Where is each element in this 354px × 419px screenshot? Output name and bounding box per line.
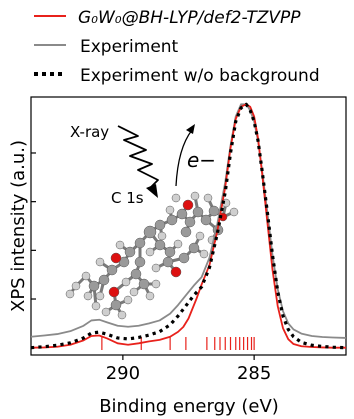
- molecule-atom: [123, 295, 133, 305]
- molecule-atom: [71, 281, 81, 291]
- molecule-atom: [199, 249, 209, 259]
- molecule-atom: [176, 208, 188, 220]
- molecule-atom: [173, 239, 183, 249]
- molecule-atom: [200, 214, 212, 226]
- molecule-atom: [145, 247, 155, 257]
- molecule-atom: [134, 256, 146, 268]
- molecule-atom: [157, 231, 167, 241]
- molecule-image: [65, 191, 239, 320]
- inset-illustration: X-ray e− C 1s: [65, 123, 239, 320]
- molecule-atom: [171, 193, 181, 203]
- molecule-atom: [164, 246, 176, 258]
- molecule-atom: [192, 206, 204, 218]
- series-line-experiment-nobg: [30, 102, 347, 350]
- molecule-atom: [154, 219, 166, 231]
- legend: G₀W₀@BH-LYP/def2-TZVPP Experiment Experi…: [34, 8, 320, 86]
- molecule-atom: [83, 291, 93, 301]
- molecule-atom: [154, 239, 166, 251]
- x-tick-label: 285: [237, 363, 271, 384]
- molecule-atom: [117, 310, 127, 320]
- electron-arrow-icon: [175, 129, 193, 187]
- xray-label: X-ray: [70, 123, 109, 141]
- molecule-atom: [178, 252, 190, 264]
- molecule-atom: [95, 257, 105, 267]
- molecule-atom: [110, 252, 122, 264]
- electron-label: e−: [187, 148, 216, 172]
- molecule-atom: [101, 307, 111, 317]
- molecule-atom: [110, 299, 122, 311]
- molecule-atom: [165, 205, 175, 215]
- x-axis-label: Binding energy (eV): [99, 396, 279, 417]
- xray-arrowhead-icon: [146, 184, 158, 198]
- molecule-atom: [182, 199, 194, 211]
- series-group: [30, 102, 347, 350]
- core-level-label: C 1s: [111, 189, 144, 207]
- molecule-atom: [229, 207, 239, 217]
- molecule-atom: [134, 237, 146, 249]
- molecule-atom: [88, 280, 100, 292]
- legend-label-nobg: Experiment w/o background: [80, 66, 320, 86]
- molecule-atom: [180, 226, 192, 238]
- molecule-atom: [115, 240, 125, 250]
- xray-wave-icon: [117, 125, 159, 189]
- electron-arrowhead-icon: [186, 124, 195, 134]
- series-line-experiment: [30, 103, 347, 339]
- stick-marks: [101, 337, 255, 350]
- plot-frame: [30, 96, 347, 356]
- molecule-atom: [121, 277, 131, 287]
- molecule-atom: [184, 216, 196, 228]
- legend-label-theory-text: G₀W₀@BH-LYP/def2-TZVPP: [78, 8, 301, 28]
- molecule-atom: [188, 242, 200, 254]
- molecule-atom: [151, 279, 161, 289]
- molecule-atom: [151, 263, 161, 273]
- molecule-atom: [81, 271, 91, 281]
- molecule-atom: [138, 278, 150, 290]
- molecule-atom: [143, 225, 157, 239]
- legend-label-experiment: Experiment: [80, 37, 179, 57]
- molecule-atom: [208, 205, 220, 217]
- x-tick-label: 290: [106, 363, 140, 384]
- molecule-atom: [145, 291, 155, 301]
- molecule-atom: [129, 287, 139, 297]
- x-ticks: 290 285: [106, 355, 271, 384]
- legend-label-theory: G₀W₀@BH-LYP/def2-TZVPP: [78, 8, 301, 28]
- molecule-atom: [98, 274, 110, 286]
- molecule-atom: [65, 289, 75, 299]
- molecule-atom: [130, 268, 142, 280]
- molecule-atom: [108, 286, 120, 298]
- molecule-atom: [166, 214, 178, 226]
- y-axis-label: XPS intensity (a.u.): [8, 140, 29, 312]
- molecule-atom: [190, 191, 200, 201]
- y-ticks: [31, 152, 36, 300]
- molecule-atom: [170, 266, 182, 278]
- molecule-atom: [91, 301, 101, 311]
- molecule-atom: [95, 291, 105, 301]
- molecule-atom: [203, 193, 213, 203]
- molecule-atom: [162, 256, 174, 268]
- molecule-atom: [124, 246, 136, 258]
- molecule-atom: [195, 231, 205, 241]
- molecule-atom: [106, 264, 118, 276]
